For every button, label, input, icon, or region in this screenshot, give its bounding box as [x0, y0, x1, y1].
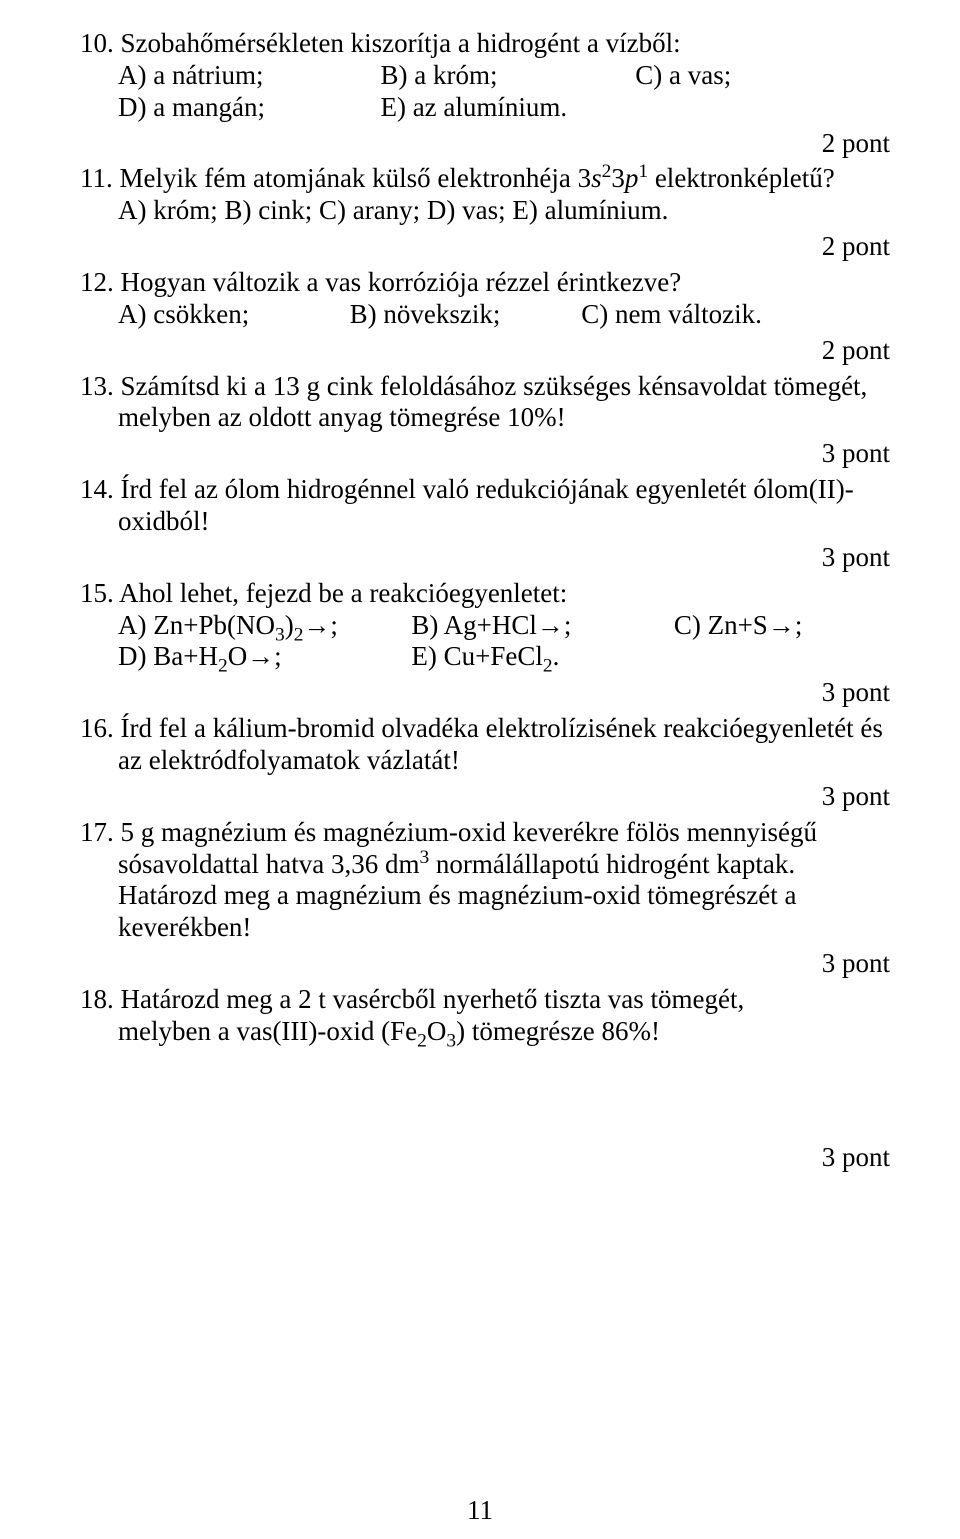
q12-points: 2 pont: [80, 335, 890, 367]
q15-d-pre: D) Ba+H: [118, 641, 218, 671]
q15-row1: A) Zn+Pb(NO3)2→; B) Ag+HCl→; C) Zn+S→;: [118, 610, 890, 642]
q17-l1: 17. 5 g magnézium és magnézium-oxid keve…: [80, 817, 890, 849]
q18-l2-sub1: 2: [417, 1030, 427, 1051]
q10-opt-c: C) a vas;: [635, 60, 890, 92]
q15-e-pre: E) Cu+FeCl: [411, 641, 542, 671]
q18-l2-mid: O: [427, 1016, 447, 1046]
q10-line1: 10. Szobahőmérsékleten kiszorítja a hidr…: [80, 28, 890, 60]
q11-options: A) króm; B) cink; C) arany; D) vas; E) a…: [118, 195, 890, 227]
question-10: 10. Szobahőmérsékleten kiszorítja a hidr…: [80, 28, 890, 124]
q12-line1: 12. Hogyan változik a vas korróziója réz…: [80, 267, 890, 299]
q17-l2-sup: 3: [419, 847, 429, 868]
q15-e-post: .: [553, 641, 560, 671]
q11-pre: 11. Melyik fém atomjának külső elektronh…: [80, 163, 591, 193]
q11-line1: 11. Melyik fém atomjának külső elektronh…: [80, 163, 890, 195]
q18-l2: melyben a vas(III)-oxid (Fe2O3) tömegrés…: [118, 1016, 890, 1048]
q10-opt-a: A) a nátrium;: [118, 60, 380, 92]
q18-l2-sub2: 3: [446, 1030, 456, 1051]
q11-three: 3: [611, 163, 625, 193]
q12-options: A) csökken; B) növekszik; C) nem változi…: [118, 299, 890, 331]
q17-l2-pre: sósavoldattal hatva 3,36 dm: [118, 849, 419, 879]
q18-l2-post: ) tömegrésze 86%!: [456, 1016, 660, 1046]
question-11: 11. Melyik fém atomjának külső elektronh…: [80, 163, 890, 227]
q15-e-sub: 2: [543, 656, 553, 677]
q11-p: p: [625, 163, 639, 193]
q17-l3: Határozd meg a magnézium és magnézium-ox…: [118, 880, 890, 912]
q11-points: 2 pont: [80, 231, 890, 263]
q10-opt-b: B) a króm;: [380, 60, 635, 92]
question-16: 16. Írd fel a kálium-bromid olvadéka ele…: [80, 713, 890, 777]
q11-sup2: 1: [638, 161, 648, 182]
q10-options-row1: A) a nátrium; B) a króm; C) a vas;: [118, 60, 890, 92]
q11-post: elektronképletű?: [648, 163, 835, 193]
q12-opt-a: A) csökken;: [118, 299, 350, 331]
q15-a-mid: ): [285, 610, 294, 640]
q15-opt-b: B) Ag+HCl→;: [411, 610, 673, 642]
q17-points: 3 pont: [80, 948, 890, 980]
q15-opt-a: A) Zn+Pb(NO3)2→;: [118, 610, 411, 642]
question-13: 13. Számítsd ki a 13 g cink feloldásához…: [80, 371, 890, 435]
q10-opt-d: D) a mangán;: [118, 92, 380, 124]
page: 10. Szobahőmérsékleten kiszorítja a hidr…: [0, 0, 960, 1539]
q18-l2-pre: melyben a vas(III)-oxid (Fe: [118, 1016, 417, 1046]
q15-a-post: →;: [303, 610, 338, 640]
q18-points: 3 pont: [80, 1142, 890, 1174]
q15-points: 3 pont: [80, 677, 890, 709]
q17-l4: keverékben!: [118, 912, 890, 944]
q12-opt-b: B) növekszik;: [350, 299, 582, 331]
q15-line1: 15. Ahol lehet, fejezd be a reakcióegyen…: [80, 578, 890, 610]
q14-points: 3 pont: [80, 542, 890, 574]
q17-l2-post: normálállapotú hidrogént kaptak.: [429, 849, 795, 879]
q15-opt-e: E) Cu+FeCl2.: [411, 641, 559, 673]
q10-opt-e: E) az alumínium.: [380, 92, 567, 124]
q11-s: s: [591, 163, 602, 193]
q17-l2: sósavoldattal hatva 3,36 dm3 normálállap…: [118, 849, 890, 881]
q15-opt-d: D) Ba+H2O→;: [118, 641, 411, 673]
q15-opt-c: C) Zn+S→;: [674, 610, 890, 642]
q10-points: 2 pont: [80, 128, 890, 160]
page-number: 11: [0, 1495, 960, 1527]
question-15: 15. Ahol lehet, fejezd be a reakcióegyen…: [80, 578, 890, 674]
question-18: 18. Határozd meg a 2 t vasércből nyerhet…: [80, 984, 890, 1048]
q15-row2: D) Ba+H2O→; E) Cu+FeCl2.: [118, 641, 890, 673]
question-14: 14. Írd fel az ólom hidrogénnel való red…: [80, 474, 890, 538]
spacer: [80, 1052, 890, 1142]
q10-options-row2: D) a mangán; E) az alumínium.: [118, 92, 890, 124]
q15-a-pre: A) Zn+Pb(NO: [118, 610, 275, 640]
q13-points: 3 pont: [80, 438, 890, 470]
q18-l1: 18. Határozd meg a 2 t vasércből nyerhet…: [80, 984, 890, 1016]
q16-points: 3 pont: [80, 781, 890, 813]
q15-d-sub: 2: [218, 656, 228, 677]
question-12: 12. Hogyan változik a vas korróziója réz…: [80, 267, 890, 331]
question-17: 17. 5 g magnézium és magnézium-oxid keve…: [80, 817, 890, 944]
q11-sup1: 2: [602, 161, 612, 182]
q15-d-post: O→;: [228, 641, 282, 671]
q12-opt-c: C) nem változik.: [581, 299, 762, 331]
